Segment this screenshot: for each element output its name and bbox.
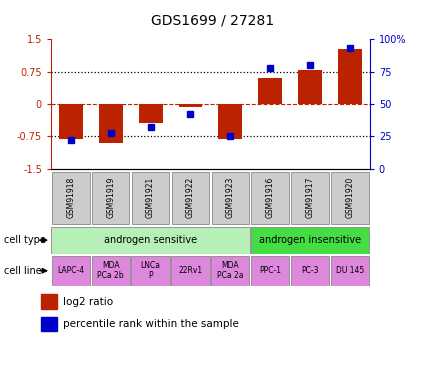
FancyBboxPatch shape (172, 172, 209, 225)
Text: GDS1699 / 27281: GDS1699 / 27281 (151, 13, 274, 28)
Text: androgen sensitive: androgen sensitive (104, 235, 197, 245)
Text: GSM91923: GSM91923 (226, 177, 235, 219)
FancyBboxPatch shape (92, 172, 130, 225)
Text: DU 145: DU 145 (336, 266, 364, 275)
FancyBboxPatch shape (331, 256, 369, 285)
Text: androgen insensitive: androgen insensitive (259, 235, 361, 245)
Text: GSM91920: GSM91920 (346, 177, 354, 219)
Text: GSM91919: GSM91919 (106, 177, 115, 219)
FancyBboxPatch shape (52, 256, 90, 285)
Text: MDA
PCa 2a: MDA PCa 2a (217, 261, 244, 280)
FancyBboxPatch shape (132, 172, 169, 225)
FancyBboxPatch shape (92, 256, 130, 285)
Bar (59, 104, 83, 140)
Bar (298, 70, 322, 104)
Bar (139, 104, 162, 123)
Bar (99, 104, 123, 143)
FancyBboxPatch shape (291, 172, 329, 225)
Bar (338, 49, 362, 104)
Text: GSM91922: GSM91922 (186, 177, 195, 218)
Text: 22Rv1: 22Rv1 (178, 266, 203, 275)
Bar (178, 104, 202, 107)
FancyBboxPatch shape (52, 172, 90, 225)
Text: percentile rank within the sample: percentile rank within the sample (63, 319, 239, 329)
FancyBboxPatch shape (291, 256, 329, 285)
Text: PC-3: PC-3 (301, 266, 319, 275)
Text: GSM91921: GSM91921 (146, 177, 155, 218)
FancyBboxPatch shape (251, 256, 289, 285)
Text: GSM91918: GSM91918 (66, 177, 75, 218)
Text: LNCa
P: LNCa P (141, 261, 161, 280)
FancyBboxPatch shape (251, 226, 369, 254)
FancyBboxPatch shape (212, 172, 249, 225)
Text: log2 ratio: log2 ratio (63, 297, 113, 307)
Text: MDA
PCa 2b: MDA PCa 2b (97, 261, 124, 280)
Bar (41, 317, 57, 331)
FancyBboxPatch shape (252, 172, 289, 225)
Text: GSM91917: GSM91917 (306, 177, 314, 219)
Text: cell line: cell line (4, 266, 42, 276)
Text: GSM91916: GSM91916 (266, 177, 275, 219)
Bar (41, 294, 57, 309)
FancyBboxPatch shape (211, 256, 249, 285)
FancyBboxPatch shape (171, 256, 210, 285)
FancyBboxPatch shape (131, 256, 170, 285)
Bar (258, 78, 282, 104)
Text: PPC-1: PPC-1 (259, 266, 281, 275)
FancyBboxPatch shape (331, 172, 368, 225)
FancyBboxPatch shape (51, 226, 250, 254)
Text: cell type: cell type (4, 235, 46, 245)
Bar (218, 104, 242, 140)
Text: LAPC-4: LAPC-4 (57, 266, 85, 275)
